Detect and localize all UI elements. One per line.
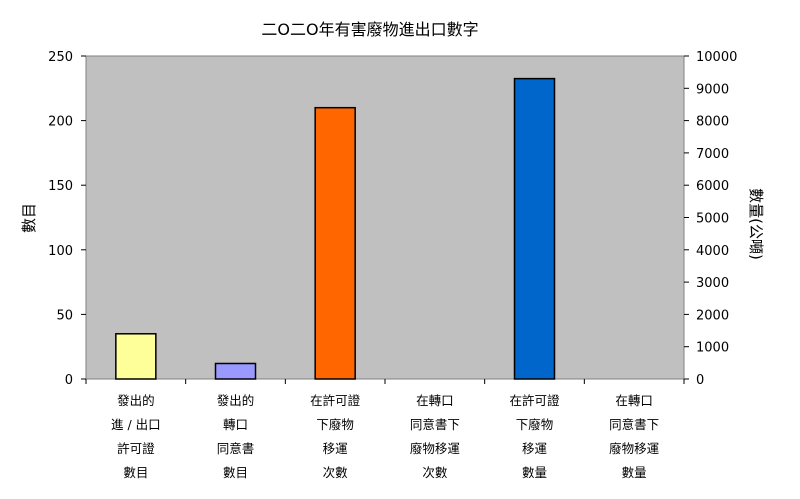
category-label: 廢物移運	[609, 441, 660, 456]
chart-title: 二O二O年有害廢物進出口數字	[261, 20, 478, 39]
y2-tick-label: 1000	[696, 341, 729, 356]
category-label: 在許可證	[310, 393, 361, 408]
y2-tick-label: 2000	[696, 308, 729, 323]
y2-tick-label: 8000	[696, 115, 729, 130]
y2-tick-label: 0	[696, 373, 704, 388]
category-label: 在轉口	[615, 393, 653, 408]
category-label: 數目	[223, 465, 248, 480]
y2-axis-title: 數量(公噸)	[747, 188, 765, 260]
category-label: 發出的	[117, 393, 155, 408]
category-label: 數目	[123, 465, 148, 480]
category-label: 次數	[323, 465, 349, 480]
y-tick-label: 50	[56, 308, 73, 323]
category-label: 在許可證	[509, 393, 560, 408]
y2-tick-label: 4000	[696, 244, 729, 259]
bar-2	[214, 362, 257, 380]
y-tick-label: 0	[65, 373, 73, 388]
category-label: 同意書	[217, 441, 255, 456]
y2-tick-label: 10000	[696, 50, 737, 65]
category-label: 數量	[522, 465, 547, 480]
category-label: 在轉口	[416, 393, 454, 408]
plot-area	[85, 55, 685, 380]
y2-tick-label: 6000	[696, 179, 729, 194]
y2-tick-label: 3000	[696, 276, 729, 291]
bar-3	[314, 106, 356, 380]
y-tick-label: 150	[48, 179, 73, 194]
y-axis-title: 數目	[20, 203, 38, 233]
y-tick-label: 100	[48, 244, 73, 259]
bar-5	[513, 77, 556, 380]
category-label: 轉口	[223, 417, 248, 432]
category-label: 下廢物	[316, 417, 354, 432]
category-label: 廢物移運	[410, 441, 461, 456]
category-label: 同意書下	[410, 417, 460, 432]
category-label: 同意書下	[609, 417, 659, 432]
bar-1	[115, 333, 157, 380]
category-label: 許可證	[117, 441, 155, 456]
category-label: 發出的	[217, 393, 255, 408]
y-tick-label: 250	[48, 50, 73, 65]
category-label: 進 / 出口	[111, 417, 161, 432]
y2-tick-label: 9000	[696, 82, 729, 97]
y2-tick-label: 5000	[696, 212, 729, 227]
y2-tick-label: 7000	[696, 147, 729, 162]
category-label: 次數	[422, 465, 448, 480]
category-label: 下廢物	[516, 417, 554, 432]
category-label: 數量	[622, 465, 647, 480]
category-label: 移運	[522, 441, 548, 456]
y-tick-label: 200	[48, 115, 73, 130]
category-label: 移運	[323, 441, 349, 456]
